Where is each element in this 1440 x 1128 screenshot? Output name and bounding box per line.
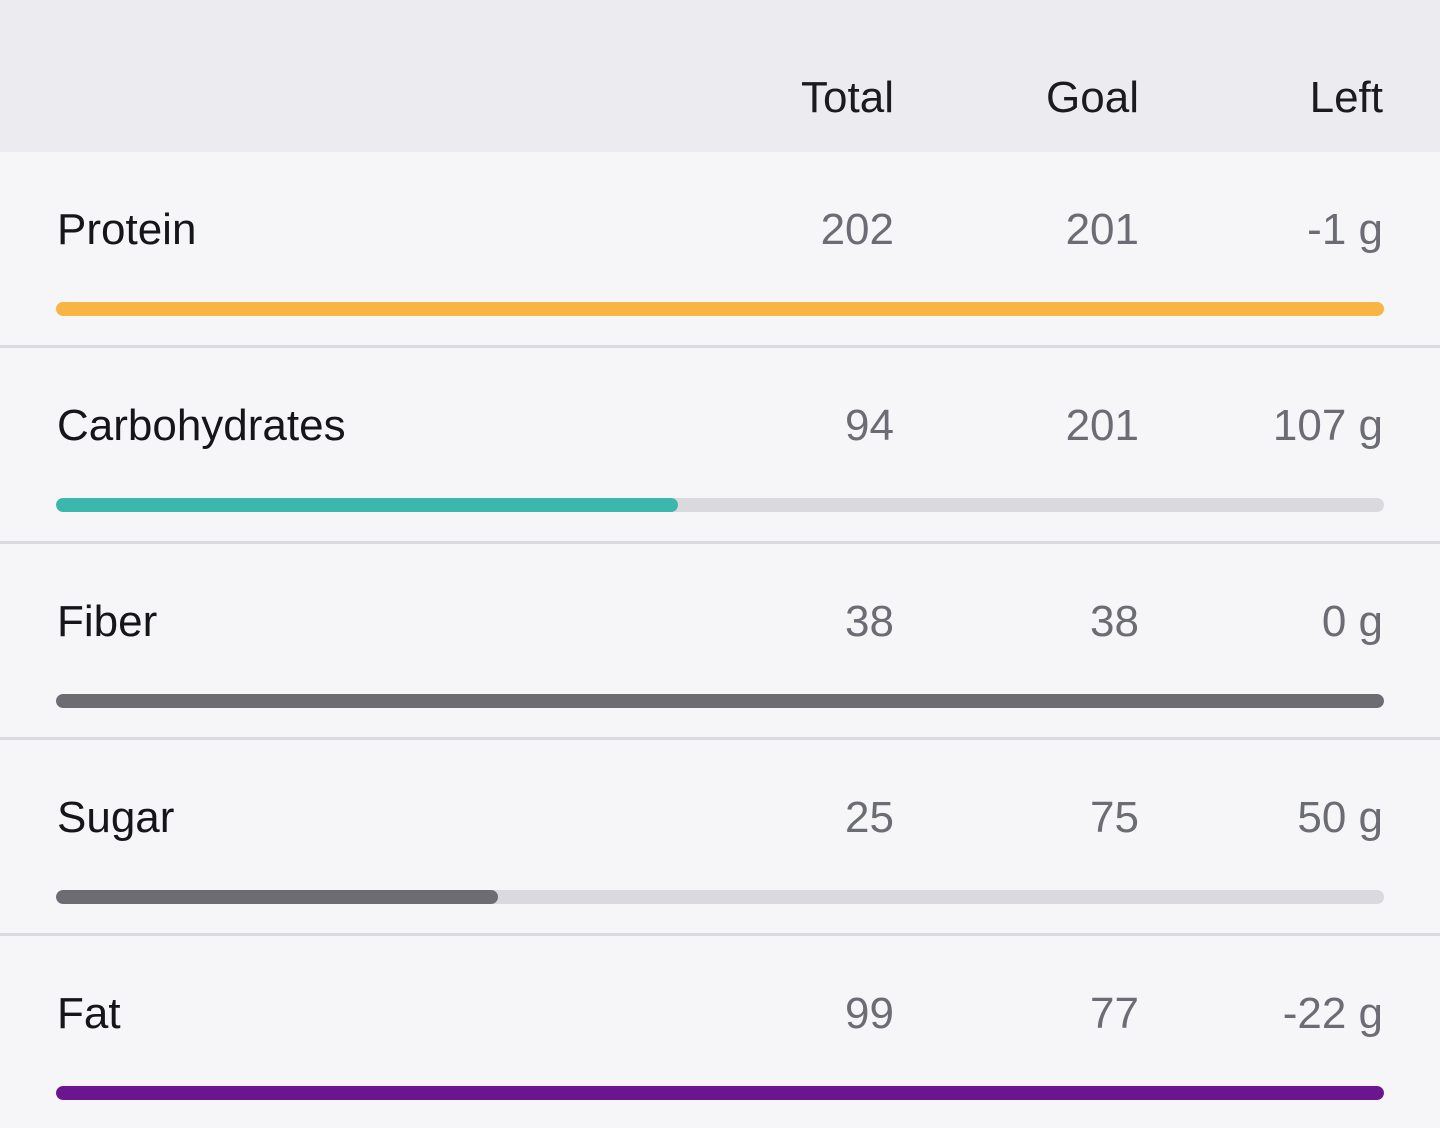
nutrient-list: Protein 202 201 -1 g Carbohydrates 94 20…: [0, 152, 1440, 1128]
progress-bar-track: [56, 302, 1384, 316]
progress-bar-track: [56, 694, 1384, 708]
nutrient-row-carbohydrates[interactable]: Carbohydrates 94 201 107 g: [0, 348, 1440, 544]
total-column-header: Total: [801, 73, 894, 122]
nutrient-left: 107 g: [1272, 401, 1383, 450]
nutrient-row-protein[interactable]: Protein 202 201 -1 g: [0, 152, 1440, 348]
progress-bar-track: [56, 498, 1384, 512]
progress-bar-fill: [56, 302, 1384, 316]
progress-bar-track: [56, 890, 1384, 904]
nutrient-row-fiber[interactable]: Fiber 38 38 0 g: [0, 544, 1440, 740]
left-column-header: Left: [1309, 73, 1383, 122]
nutrient-goal: 77: [1090, 989, 1139, 1038]
nutrient-goal: 201: [1065, 205, 1139, 254]
nutrient-row-sugar[interactable]: Sugar 25 75 50 g: [0, 740, 1440, 936]
nutrient-total: 25: [845, 793, 894, 842]
nutrient-left: -1 g: [1307, 205, 1383, 254]
goal-column-header: Goal: [1046, 73, 1139, 122]
nutrient-name: Protein: [57, 205, 197, 254]
nutrient-name: Fat: [57, 989, 121, 1038]
nutrient-goal: 201: [1065, 401, 1139, 450]
nutrient-total: 202: [820, 205, 894, 254]
progress-bar-fill: [56, 1086, 1384, 1100]
progress-bar-fill: [56, 498, 678, 512]
nutrient-goal: 75: [1090, 793, 1139, 842]
nutrient-left: -22 g: [1282, 989, 1383, 1038]
nutrient-left: 0 g: [1321, 597, 1383, 646]
nutrient-name: Fiber: [57, 597, 158, 646]
nutrient-name: Sugar: [57, 793, 175, 842]
progress-bar-fill: [56, 694, 1384, 708]
progress-bar-fill: [56, 890, 499, 904]
table-header: Total Goal Left: [0, 0, 1440, 152]
nutrient-total: 94: [845, 401, 894, 450]
nutrient-total: 99: [845, 989, 894, 1038]
nutrient-total: 38: [845, 597, 894, 646]
nutrient-left: 50 g: [1297, 793, 1383, 842]
nutrient-name: Carbohydrates: [57, 401, 346, 450]
nutrient-row-fat[interactable]: Fat 99 77 -22 g: [0, 936, 1440, 1128]
progress-bar-track: [56, 1086, 1384, 1100]
nutrient-goal: 38: [1090, 597, 1139, 646]
